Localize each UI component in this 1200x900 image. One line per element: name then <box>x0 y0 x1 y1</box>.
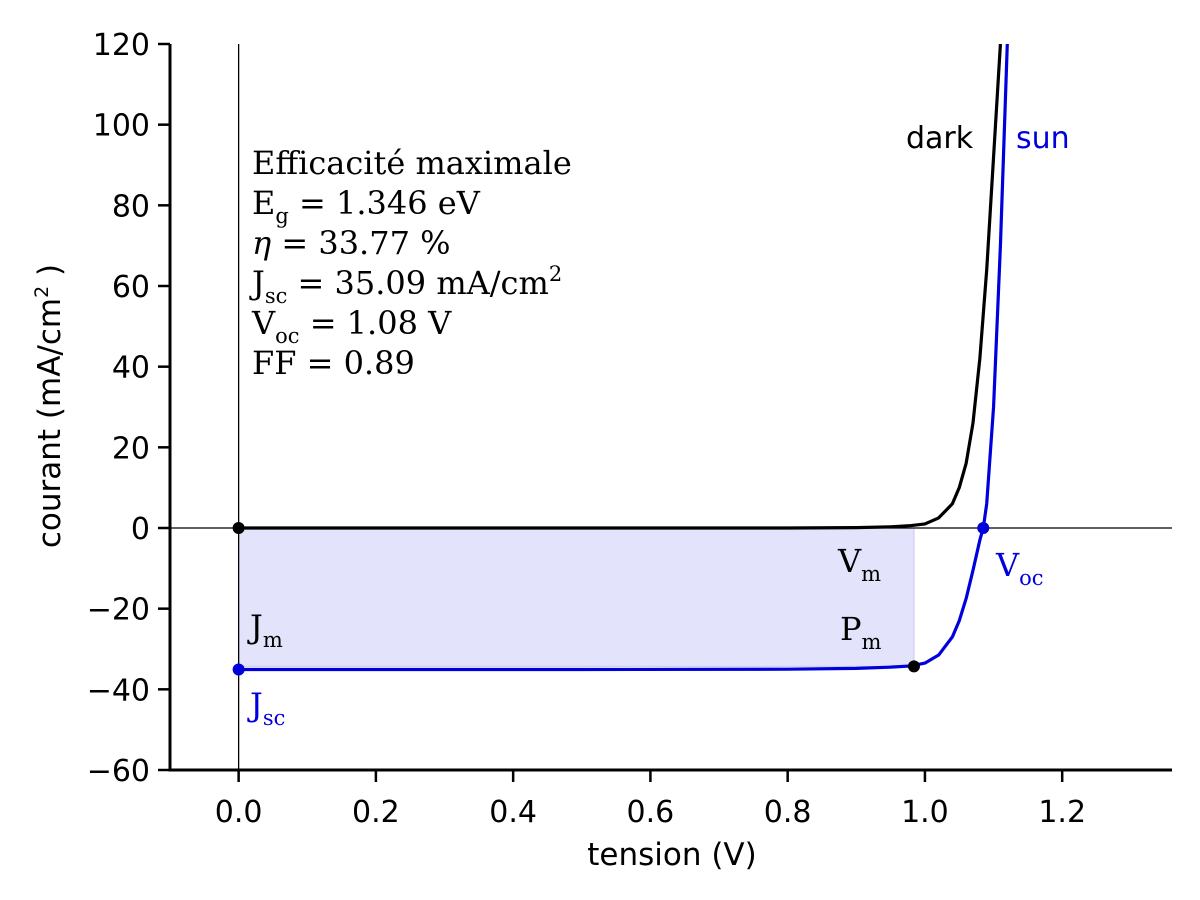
y-tick-label: 60 <box>112 270 150 305</box>
x-tick-label: 0.0 <box>215 795 263 830</box>
x-tick-label: 0.2 <box>352 795 400 830</box>
x-tick-label: 1.2 <box>1038 795 1086 830</box>
y-tick-label: 100 <box>93 109 150 144</box>
y-tick-label: 0 <box>131 512 150 547</box>
y-tick-label: 120 <box>93 28 150 63</box>
jsc-label: Jsc <box>247 686 285 730</box>
info-ff: FF = 0.89 <box>252 344 415 382</box>
pm-point <box>907 660 920 673</box>
y-tick-label: −20 <box>87 593 150 628</box>
y-tick-label: −40 <box>87 673 150 708</box>
y-tick-label: −60 <box>87 754 150 789</box>
series-line-sun <box>238 44 1009 672</box>
legend-sun: sun <box>1016 121 1070 156</box>
info-voc: Voc = 1.08 V <box>251 304 452 348</box>
y-tick-label: 80 <box>112 189 150 224</box>
power-rectangle-layer <box>238 527 915 667</box>
voc-point <box>977 522 990 534</box>
legend-dark: dark <box>906 121 974 156</box>
x-axis-label: tension (V) <box>587 837 757 873</box>
info-jsc: Jsc = 35.09 mA/cm2 <box>249 262 562 308</box>
ticks-layer: 0.0 0.2 0.4 0.6 0.8 1.0 1.2 −60 −40 −20 0 20 40 60 80 1… <box>87 28 1086 830</box>
y-axis-label: courant (mA/cm2 ) <box>31 264 68 548</box>
info-title: Efficacité maximale <box>252 144 572 182</box>
y-tick-label: 20 <box>112 431 150 466</box>
info-eta: η = 33.77 % <box>252 224 451 262</box>
voc-label: Voc <box>995 546 1044 590</box>
x-tick-label: 1.0 <box>901 795 949 830</box>
axes-layer <box>168 44 1172 772</box>
x-tick-label: 0.6 <box>627 795 675 830</box>
vm-label: Vm <box>837 542 881 586</box>
jm-label: Jm <box>247 608 283 652</box>
jsc-point <box>232 663 245 676</box>
max-power-rectangle <box>238 527 915 667</box>
series-layer <box>238 44 1009 672</box>
origin-point <box>232 522 245 534</box>
points-layer <box>232 522 990 676</box>
pm-label: Pm <box>840 610 882 654</box>
info-eg: Eg = 1.346 eV <box>252 184 481 228</box>
x-tick-label: 0.4 <box>489 795 537 830</box>
efficiency-info-box: Efficacité maximale Eg = 1.346 eV η = 33… <box>249 144 572 382</box>
series-line-dark <box>238 44 1003 530</box>
x-tick-label: 0.8 <box>764 795 812 830</box>
y-tick-label: 40 <box>112 351 150 386</box>
